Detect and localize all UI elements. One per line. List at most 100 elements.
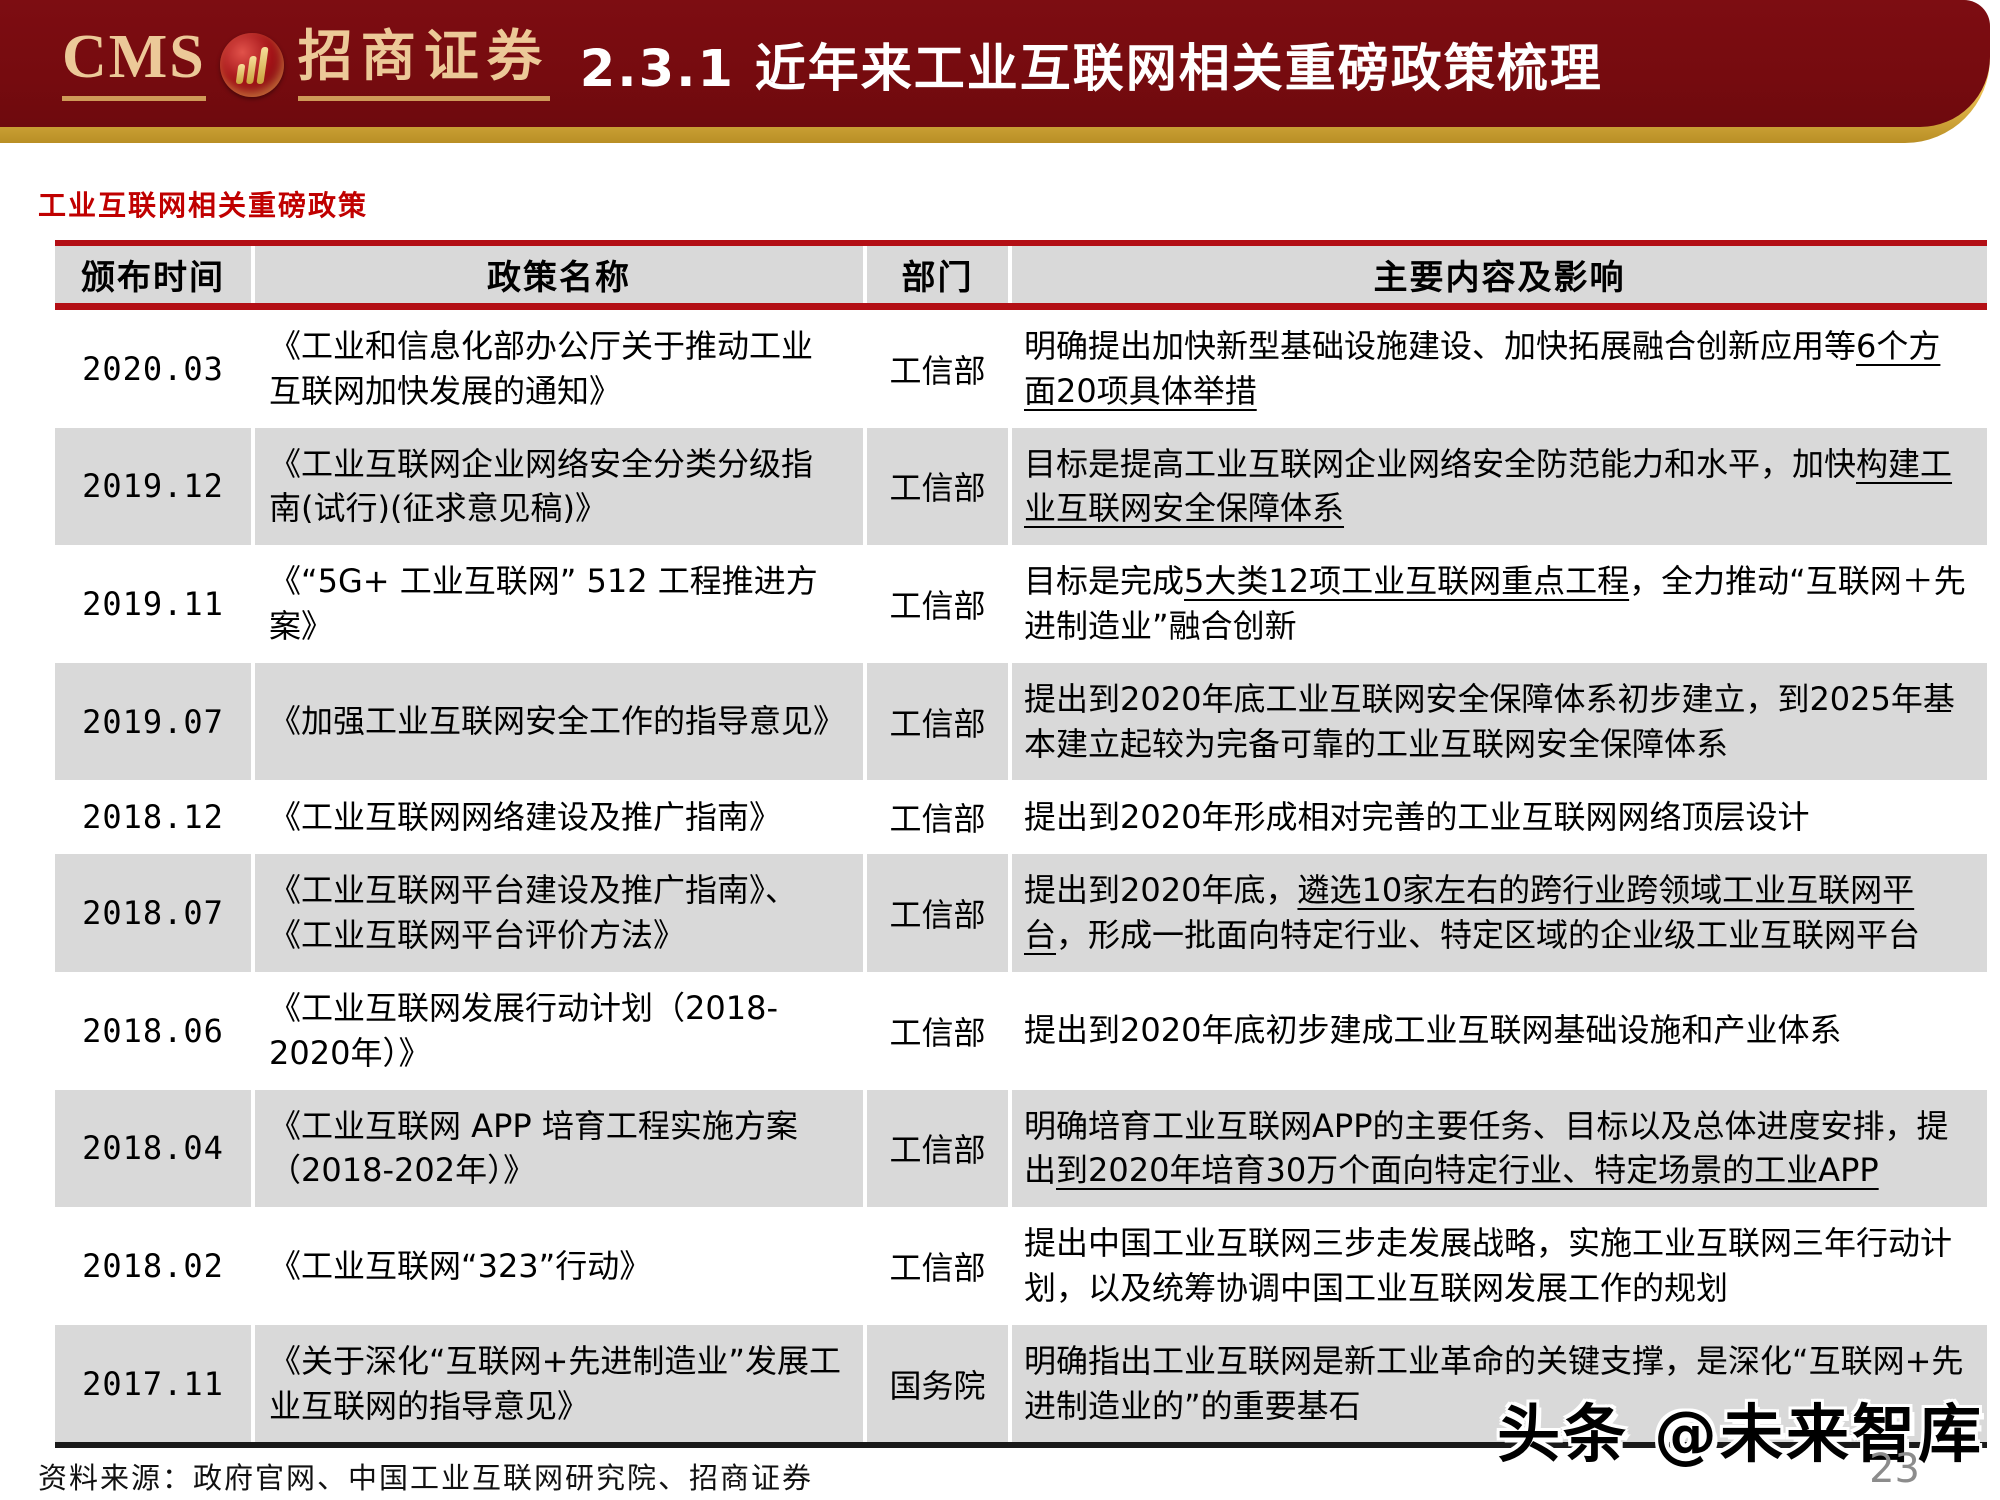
cell-content: 目标是提高工业互联网企业网络安全防范能力和水平，加快构建工业互联网安全保障体系 (1012, 427, 1987, 546)
content-plain-text: 明确指出工业互联网是新工业革命的关键支撑，是深化“互联网+先进制造业的”的重要基… (1024, 1341, 1964, 1425)
cell-policy-name: 《关于深化“互联网+先进制造业”发展工业互联网的指导意见》 (255, 1324, 863, 1443)
policy-name-text: 《工业互联网企业网络安全分类分级指南(试行)(征求意见稿)》 (269, 444, 814, 528)
content-plain-text: ，形成一批面向特定行业、特定区域的企业级工业互联网平台 (1056, 916, 1921, 955)
cell-date: 2018.06 (82, 1011, 224, 1050)
table-row: 2018.02 《工业互联网“323”行动》 工信部 提出中国工业互联网三步走发… (55, 1207, 1987, 1325)
content-text: 提出到2020年形成相对完善的工业互联网网络顶层设计 (1024, 795, 1809, 840)
section-title: 工业互联网相关重磅政策 (38, 189, 369, 222)
cell-content: 提出中国工业互联网三步走发展战略，实施工业互联网三年行动计划，以及统筹协调中国工… (1012, 1207, 1987, 1325)
cell-content: 目标是完成5大类12项工业互联网重点工程，全力推动“互联网＋先进制造业”融合创新 (1012, 545, 1987, 663)
cell-policy-name: 《工业和信息化部办公厅关于推动工业互联网加快发展的通知》 (255, 310, 863, 428)
table-row: 2020.03 《工业和信息化部办公厅关于推动工业互联网加快发展的通知》 工信部… (55, 310, 1987, 428)
content-underlined-text: 遴选10家左右的跨行业跨领域工业互联网平台 (1024, 871, 1915, 955)
policy-name-text: 《工业和信息化部办公厅关于推动工业互联网加快发展的通知》 (269, 327, 814, 410)
content-plain-text: 提出到2020年底， (1024, 871, 1298, 910)
policy-name-text: 《工业互联网发展行动计划（2018-2020年）》 (269, 988, 778, 1072)
content-plain-text: 目标是完成 (1024, 562, 1185, 601)
cms-globe-icon (219, 33, 284, 97)
content-text: 提出到2020年底工业互联网安全保障体系初步建立，到2025年基本建立起较为完备… (1024, 677, 1969, 767)
cell-policy-name: 《工业互联网发展行动计划（2018-2020年）》 (255, 972, 863, 1090)
content-text: 提出到2020年底，遴选10家左右的跨行业跨领域工业互联网平台，形成一批面向特定… (1024, 868, 1969, 958)
cell-date: 2018.02 (82, 1246, 224, 1285)
cell-content: 提出到2020年底，遴选10家左右的跨行业跨领域工业互联网平台，形成一批面向特定… (1012, 854, 1987, 972)
content-underlined-text: 6个方面20项具体举措 (1024, 327, 1941, 410)
content-plain-text: ，全力推动“互联网＋先进制造业”融合创新 (1024, 562, 1966, 645)
content-plain-text: 明确培育工业互联网APP的主要任务、目标以及总体进度安排，提出 (1024, 1106, 1949, 1190)
policy-name-text: 《“5G+ 工业互联网” 512 工程推进方案》 (269, 562, 818, 645)
table-header-row: 颁布时间 政策名称 部门 主要内容及影响 (55, 240, 1987, 303)
policy-name-text: 《工业互联网平台建设及推广指南》、《工业互联网平台评价方法》 (269, 871, 798, 955)
source-note: 资料来源：政府官网、中国工业互联网研究院、招商证券 (38, 1461, 814, 1495)
table-row: 2018.12 《工业互联网网络建设及推广指南》 工信部 提出到2020年形成相… (55, 780, 1987, 855)
column-header-date: 颁布时间 (55, 246, 251, 303)
content-text: 明确培育工业互联网APP的主要任务、目标以及总体进度安排，提出到2020年培育3… (1024, 1104, 1969, 1194)
watermark: 头条 @未来智库 (1497, 1398, 1984, 1471)
column-header-content: 主要内容及影响 (1012, 246, 1987, 303)
cell-department: 工信部 (867, 1089, 1008, 1208)
content-plain-text: 提出到2020年底工业互联网安全保障体系初步建立，到2025年基本建立起较为完备… (1024, 679, 1955, 763)
content-text: 明确提出加快新型基础设施建设、加快拓展融合创新应用等6个方面20项具体举措 (1024, 324, 1969, 414)
cell-department: 工信部 (889, 1013, 986, 1052)
content-underlined-text: 构建工业互联网安全保障体系 (1024, 444, 1953, 528)
table-row: 2018.04 《工业互联网 APP 培育工程实施方案（2018-202年）》 … (55, 1089, 1987, 1208)
page-number: 23 (1869, 1446, 1920, 1492)
policy-name-text: 《工业互联网“323”行动》 (269, 1246, 652, 1285)
content-text: 提出到2020年底初步建成工业互联网基础设施和产业体系 (1024, 1008, 1841, 1053)
cell-department: 国务院 (867, 1324, 1008, 1443)
policy-name-text: 《工业互联网 APP 培育工程实施方案（2018-202年）》 (269, 1106, 798, 1190)
cell-policy-name: 《工业互联网“323”行动》 (255, 1207, 863, 1325)
cell-department: 工信部 (867, 662, 1008, 781)
table-row: 2018.06 《工业互联网发展行动计划（2018-2020年）》 工信部 提出… (55, 971, 1987, 1090)
header: CMS 招商证券 2.3.1 近年来工业互联网相关重磅政策梳理 (0, 0, 1990, 127)
cell-department: 工信部 (889, 1248, 986, 1287)
cell-content: 提出到2020年形成相对完善的工业互联网网络顶层设计 (1012, 780, 1987, 854)
content-plain-text: 提出到2020年底初步建成工业互联网基础设施和产业体系 (1024, 1011, 1842, 1050)
cell-policy-name: 《工业互联网网络建设及推广指南》 (255, 780, 863, 854)
globe-bar-icon (245, 56, 257, 84)
cell-department: 工信部 (867, 427, 1008, 546)
content-plain-text: 目标是提高工业互联网企业网络安全防范能力和水平，加快 (1024, 444, 1857, 483)
globe-bar-icon (256, 47, 269, 84)
table-row: 2019.07 《加强工业互联网安全工作的指导意见》 工信部 提出到2020年底… (55, 662, 1987, 781)
content-text: 目标是完成5大类12项工业互联网重点工程，全力推动“互联网＋先进制造业”融合创新 (1024, 559, 1969, 649)
cell-content: 提出到2020年底初步建成工业互联网基础设施和产业体系 (1012, 972, 1987, 1090)
cell-date: 2019.11 (82, 584, 224, 623)
cell-content: 明确指出工业互联网是新工业革命的关键支撑，是深化“互联网+先进制造业的”的重要基… (1012, 1324, 1987, 1443)
content-underlined-text: 到2020年培育30万个面向特定行业、特定场景的工业APP (1056, 1151, 1879, 1190)
cell-date: 2018.04 (55, 1089, 251, 1208)
page-title: 2.3.1 近年来工业互联网相关重磅政策梳理 (579, 39, 1603, 99)
cell-department: 工信部 (889, 800, 986, 839)
cell-content: 提出到2020年底工业互联网安全保障体系初步建立，到2025年基本建立起较为完备… (1012, 662, 1987, 781)
cms-logo: CMS 招商证券 (62, 26, 550, 101)
content-plain-text: 提出到2020年形成相对完善的工业互联网网络顶层设计 (1024, 797, 1810, 836)
cms-logo-text: CMS (62, 26, 206, 101)
table-row: 2017.11 《关于深化“互联网+先进制造业”发展工业互联网的指导意见》 国务… (55, 1324, 1987, 1443)
table-row: 2019.11 《“5G+ 工业互联网” 512 工程推进方案》 工信部 目标是… (55, 545, 1987, 663)
table-row: 2018.07 《工业互联网平台建设及推广指南》、《工业互联网平台评价方法》 工… (55, 854, 1987, 972)
content-text: 目标是提高工业互联网企业网络安全防范能力和水平，加快构建工业互联网安全保障体系 (1024, 442, 1969, 532)
header-divider (55, 303, 1987, 310)
cell-policy-name: 《加强工业互联网安全工作的指导意见》 (255, 662, 863, 781)
cell-policy-name: 《工业互联网平台建设及推广指南》、《工业互联网平台评价方法》 (255, 854, 863, 972)
cell-department: 工信部 (889, 586, 986, 625)
cell-policy-name: 《工业互联网企业网络安全分类分级指南(试行)(征求意见稿)》 (255, 427, 863, 546)
content-text: 明确指出工业互联网是新工业革命的关键支撑，是深化“互联网+先进制造业的”的重要基… (1024, 1339, 1969, 1429)
cell-department: 工信部 (867, 854, 1008, 972)
cell-department: 工信部 (889, 351, 986, 390)
content-text: 提出中国工业互联网三步走发展战略，实施工业互联网三年行动计划，以及统筹协调中国工… (1024, 1221, 1969, 1311)
cell-policy-name: 《“5G+ 工业互联网” 512 工程推进方案》 (255, 545, 863, 663)
cell-date: 2017.11 (55, 1324, 251, 1443)
cell-content: 明确提出加快新型基础设施建设、加快拓展融合创新应用等6个方面20项具体举措 (1012, 310, 1987, 428)
cell-date: 2020.03 (82, 349, 224, 388)
globe-bar-icon (235, 64, 246, 84)
cell-date: 2018.07 (55, 854, 251, 972)
table-body: 2020.03 《工业和信息化部办公厅关于推动工业互联网加快发展的通知》 工信部… (55, 310, 1987, 1449)
content-plain-text: 提出中国工业互联网三步走发展战略，实施工业互联网三年行动计划，以及统筹协调中国工… (1024, 1224, 1953, 1307)
cell-date: 2018.12 (82, 798, 224, 837)
cell-policy-name: 《工业互联网 APP 培育工程实施方案（2018-202年）》 (255, 1089, 863, 1208)
content-underlined-text: 5大类12项工业互联网重点工程 (1184, 562, 1630, 601)
policy-name-text: 《关于深化“互联网+先进制造业”发展工业互联网的指导意见》 (269, 1341, 841, 1425)
table-row: 2019.12 《工业互联网企业网络安全分类分级指南(试行)(征求意见稿)》 工… (55, 427, 1987, 546)
cell-date: 2019.07 (55, 662, 251, 781)
